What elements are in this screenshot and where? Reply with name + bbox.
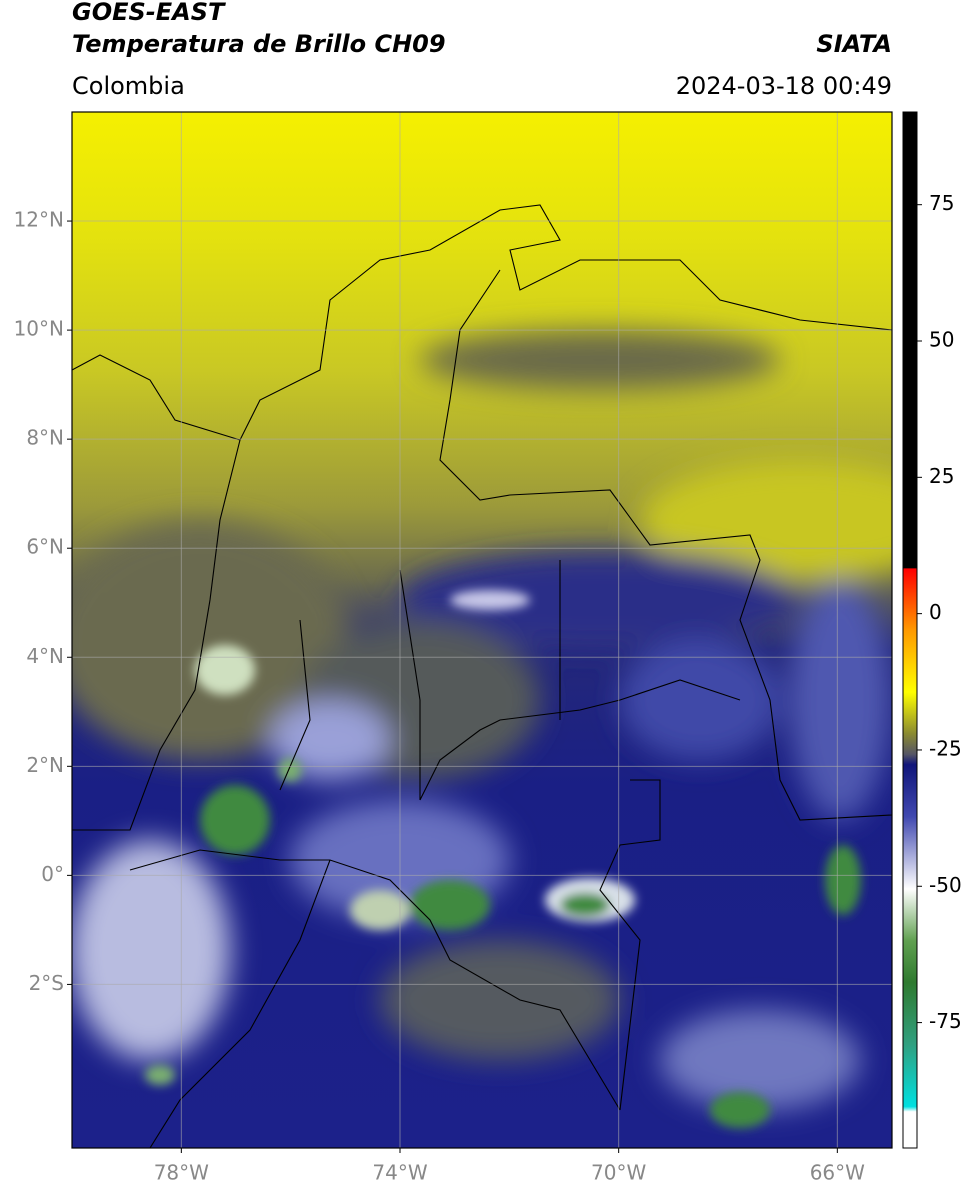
source: SIATA: [816, 30, 892, 58]
region: Colombia: [72, 72, 185, 100]
x-tick-label: 66°W: [810, 1161, 865, 1185]
y-tick-label: 2°N: [26, 753, 64, 777]
y-tick-label: 6°N: [26, 535, 64, 559]
colorbar-tick-label: -75: [929, 1009, 962, 1033]
datetime: 2024-03-18 00:49: [676, 72, 892, 100]
subtitle: Temperatura de Brillo CH09: [72, 30, 446, 58]
colorbar-tick-label: -50: [929, 873, 962, 897]
colorbar-tick-label: 75: [929, 191, 954, 215]
colorbar: [902, 111, 918, 1149]
ticks: 78°W 74°W 70°W 66°W 12°N 10°N 8°N 6°N 4°N 2°N 0° 2°…: [14, 191, 962, 1184]
colorbar-tick-label: 25: [929, 464, 954, 488]
satellite-image: [72, 112, 892, 1148]
map-frame: [71, 111, 893, 1149]
y-tick-label: 10°N: [14, 317, 64, 341]
title: GOES-EAST: [72, 0, 226, 26]
y-tick-label: 8°N: [26, 426, 64, 450]
y-tick-label: 12°N: [14, 208, 64, 232]
colorbar-tick-label: 0: [929, 600, 942, 624]
y-tick-label: 0°: [41, 862, 64, 886]
grid: [72, 112, 892, 1148]
x-tick-label: 78°W: [154, 1161, 209, 1185]
x-tick-label: 74°W: [372, 1161, 427, 1185]
y-tick-label: 4°N: [26, 644, 64, 668]
x-tick-label: 70°W: [591, 1161, 646, 1185]
y-tick-label: 2°S: [29, 971, 64, 995]
colorbar-tick-label: 50: [929, 328, 954, 352]
colorbar-tick-label: -25: [929, 736, 962, 760]
